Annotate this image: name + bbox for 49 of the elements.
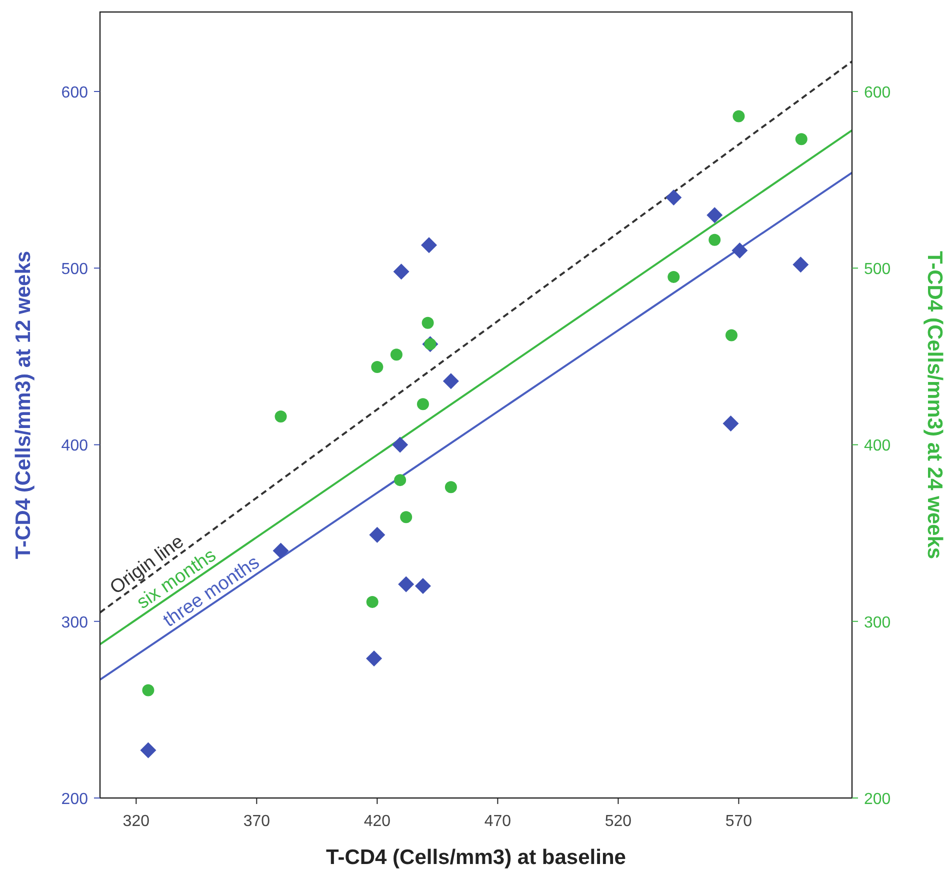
point [706, 207, 723, 224]
y2-tick-label: 600 [864, 84, 891, 102]
y-axis-title: T-CD4 (Cells/mm3) at 12 weeks [12, 250, 35, 560]
point [394, 474, 406, 486]
point [393, 264, 410, 280]
point [668, 270, 680, 283]
x-axis-title: T-CD4 (Cells/mm3) at baseline [326, 846, 626, 869]
x-tick-label: 370 [243, 813, 270, 830]
point [369, 526, 386, 543]
point [725, 329, 738, 342]
point [732, 110, 745, 122]
y-tick-label: 600 [61, 84, 88, 102]
x-tick-label: 570 [725, 813, 752, 830]
point [795, 133, 808, 146]
point [442, 373, 459, 390]
point [274, 410, 287, 422]
y-tick-label: 300 [61, 614, 88, 632]
point [392, 436, 408, 453]
y-tick-label: 500 [61, 261, 88, 278]
point [421, 237, 437, 254]
y-tick-label: 200 [61, 791, 88, 808]
point [416, 398, 429, 410]
point [366, 650, 382, 666]
point [140, 742, 156, 758]
y2-tick-label: 200 [864, 791, 891, 808]
x-tick-label: 470 [484, 813, 512, 830]
y2-tick-label: 300 [864, 614, 891, 632]
point [666, 189, 682, 206]
y-tick-label: 400 [61, 438, 88, 455]
point [400, 511, 412, 524]
point [414, 578, 431, 594]
point [366, 596, 378, 608]
point [444, 481, 457, 494]
point [371, 361, 384, 374]
point [732, 242, 748, 258]
point [398, 576, 414, 592]
point [142, 684, 154, 696]
x-tick-label: 420 [364, 813, 391, 830]
y2-tick-label: 400 [864, 438, 891, 455]
point [792, 256, 809, 273]
point [272, 542, 289, 559]
point [390, 348, 402, 361]
x-tick-label: 520 [604, 813, 632, 830]
point [708, 234, 721, 246]
y2-tick-label: 500 [864, 261, 891, 278]
x-tick-label: 320 [122, 813, 150, 830]
y2-axis-title: T-CD4 (Cells/mm3) at 24 weeks [923, 250, 946, 560]
point [722, 416, 739, 432]
point [422, 316, 434, 329]
